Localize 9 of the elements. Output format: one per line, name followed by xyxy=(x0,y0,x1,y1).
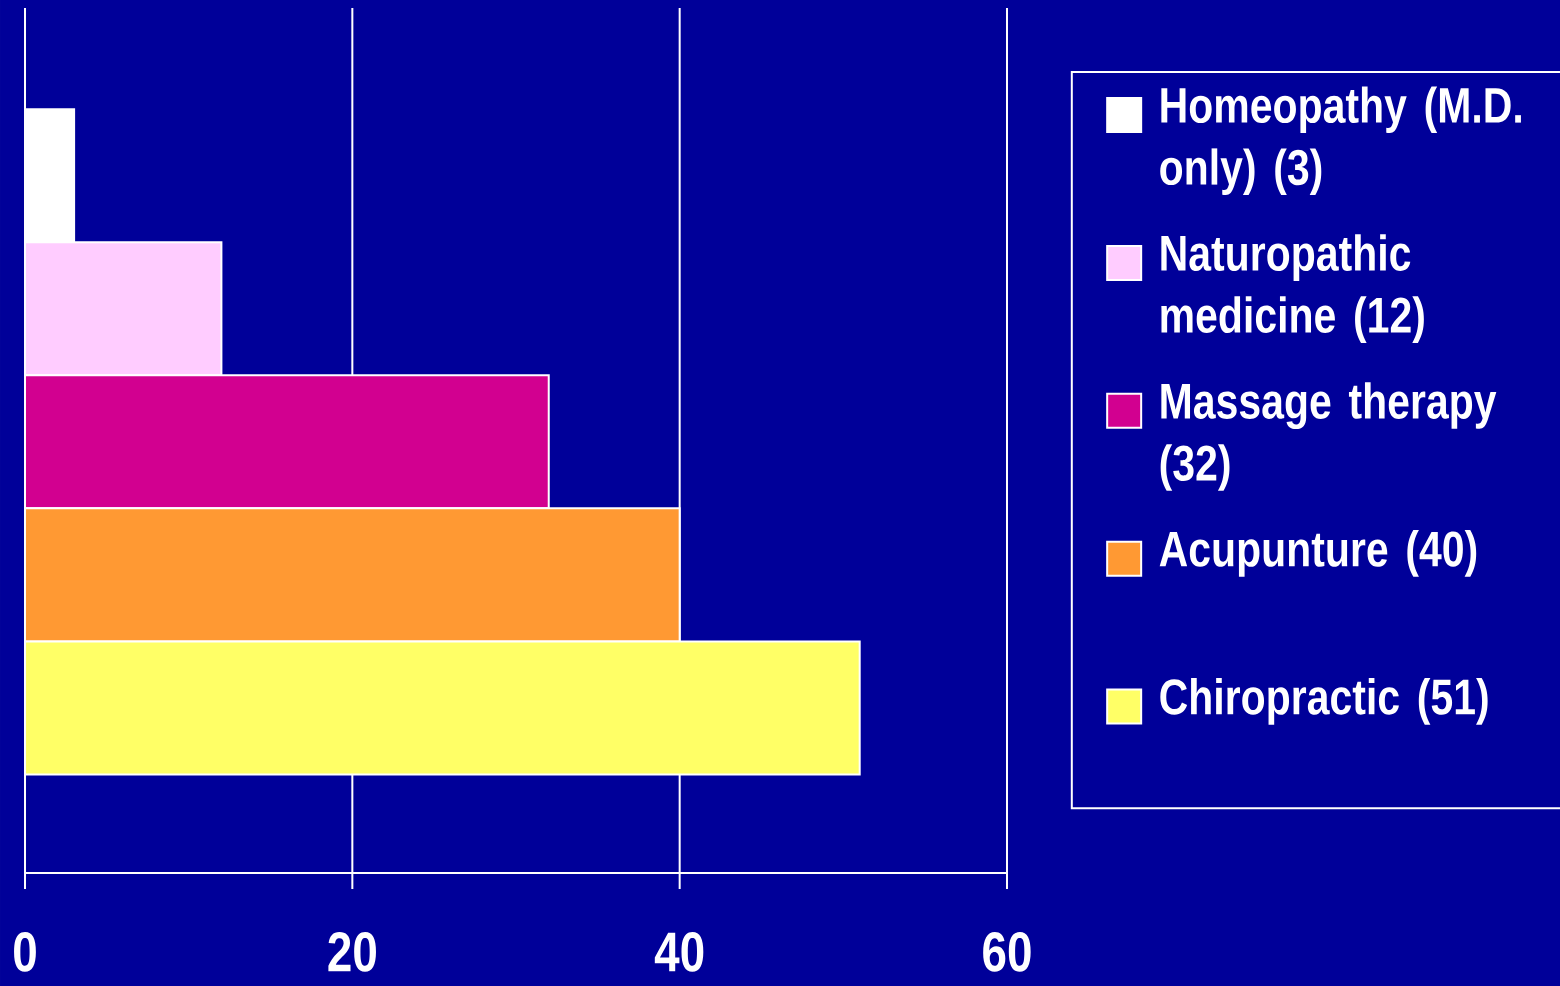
x-tick-label: 0 xyxy=(14,932,36,972)
legend-label: Homeopathy (M.D. only) (3) xyxy=(1160,86,1521,195)
legend-label: Acupunture (40) xyxy=(1159,530,1477,577)
x-tick-label: 60 xyxy=(983,932,1031,972)
legend-label: Massage therapy (32) xyxy=(1160,382,1497,491)
x-tick-label: 20 xyxy=(328,932,376,972)
x-tick-label: 40 xyxy=(654,932,704,972)
legend-label: Naturopathic medicine (12) xyxy=(1161,234,1424,343)
legend-label: Chiropractic (51) xyxy=(1160,678,1488,725)
